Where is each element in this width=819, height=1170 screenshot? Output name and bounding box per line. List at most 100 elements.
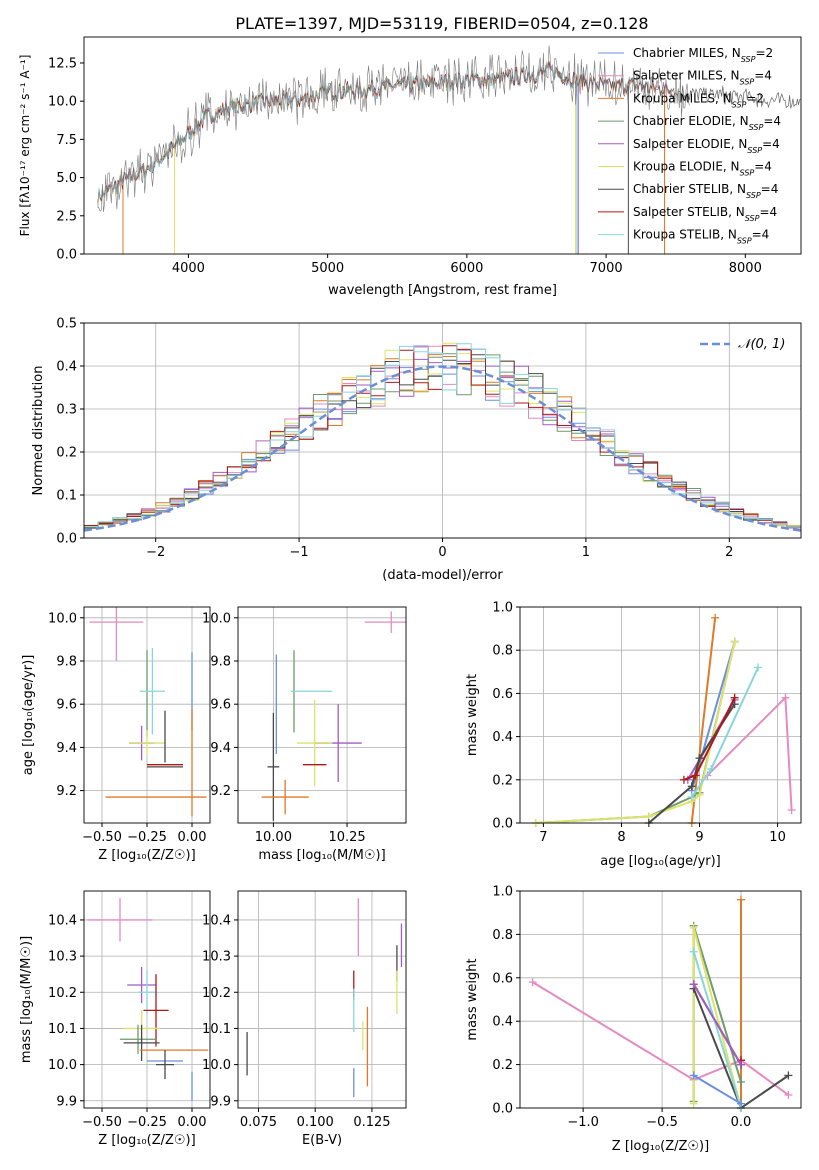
legend-label-sub: SSP — [737, 236, 752, 245]
error-bar-point — [156, 1050, 174, 1080]
y-axis-label: Normed distribution — [31, 366, 46, 496]
plus-marker — [689, 947, 698, 956]
x-axis-label: (data-model)/error — [382, 568, 503, 583]
plus-marker — [528, 978, 537, 987]
plus-marker — [730, 693, 739, 702]
plus-marker — [691, 771, 700, 780]
y-tick-label: 9.6 — [210, 698, 231, 713]
legend-label-sub: SSP — [732, 100, 747, 109]
x-tick-label: −1.0 — [567, 1115, 599, 1130]
legend-label-tail: =4 — [754, 160, 772, 174]
plus-marker — [707, 765, 716, 773]
error-bar-point — [143, 974, 169, 1047]
x-tick-label: 10.25 — [328, 830, 365, 845]
x-tick-label: 0.0 — [731, 1115, 752, 1130]
spectrum-line-kroupa-stelib — [97, 61, 579, 207]
spectrum-line-salpeter-miles — [97, 64, 676, 204]
weight-line-chabrier-miles — [693, 1074, 742, 1105]
x-tick-label: 4000 — [172, 261, 205, 276]
weight-line-salpeter-miles — [706, 695, 793, 811]
gaussian-curve — [84, 365, 801, 532]
y-tick-label: 1.0 — [492, 885, 513, 900]
x-tick-label: 10 — [769, 830, 786, 845]
axes-frame — [237, 606, 407, 824]
legend-label-sub: SSP — [745, 213, 760, 222]
x-axis-label: age [log₁₀(age/yr)] — [600, 854, 721, 869]
mass-vs-extinction-panel: 0.075 0.100 0.125 9.9 10.0 10.1 10.2 10.3 10.4 E(… — [202, 890, 407, 1148]
axes-frame — [83, 606, 211, 824]
x-tick-label: 7 — [539, 830, 547, 845]
y-tick-label: 10.2 — [202, 986, 231, 1001]
x-tick-label: 0.075 — [240, 1115, 277, 1130]
y-tick-label: 0.0 — [56, 248, 77, 263]
y-tick-label: 9.9 — [210, 1094, 231, 1109]
y-tick-label: 9.4 — [56, 741, 77, 756]
spectra — [97, 45, 801, 254]
error-bar-point — [127, 966, 156, 1004]
legend-label: Kroupa MILES, NSSP=2 — [633, 91, 764, 109]
y-tick-label: 9.2 — [56, 784, 77, 799]
y-tick-label: 0.3 — [56, 403, 77, 418]
observed-spectrum-line — [97, 45, 690, 212]
y-tick-label: 12.5 — [48, 56, 77, 71]
plus-marker — [687, 793, 696, 802]
plus-marker — [689, 1099, 698, 1108]
plus-marker — [695, 790, 704, 799]
legend-label-tail: =4 — [763, 114, 781, 128]
plus-marker — [730, 637, 739, 646]
error-bars — [246, 898, 403, 1098]
axes-frame — [83, 890, 211, 1109]
y-tick-label: 0.0 — [492, 817, 513, 832]
x-tick-label: 5000 — [311, 261, 344, 276]
legend-label-tail: =4 — [752, 228, 770, 242]
histograms — [84, 342, 801, 532]
plus-marker — [737, 1060, 746, 1069]
x-tick-label: 8 — [617, 830, 625, 845]
spectrum-line-salpeter-stelib — [97, 61, 579, 203]
x-tick-label: 0.100 — [297, 1115, 334, 1130]
axes-frame — [519, 890, 802, 1109]
spectrum-line-salpeter-elodie — [97, 62, 579, 208]
y-tick-label: 0.0 — [492, 1102, 513, 1117]
y-tick-label: 5.0 — [56, 171, 77, 186]
legend-label: Salpeter STELIB, NSSP=4 — [633, 205, 777, 223]
axes-frame — [237, 890, 407, 1109]
y-axis-label: age [log₁₀(age/yr)] — [21, 655, 36, 776]
axes-frame — [83, 36, 802, 255]
error-bar-point — [129, 730, 165, 757]
legend-label-text: Kroupa MILES, N — [633, 91, 732, 105]
weight-lines — [531, 613, 796, 827]
y-tick-label: 10.0 — [202, 611, 231, 626]
x-tick-label: 7000 — [590, 261, 623, 276]
x-axis-label: Z [log₁₀(Z/Z☉)] — [98, 1133, 195, 1148]
spectrum-line-chabrier-elodie — [97, 62, 579, 206]
legend-label-text: Chabrier STELIB, N — [633, 182, 746, 196]
weight-vs-age-panel: 7 8 9 10 0.0 0.2 0.4 0.6 0.8 1.0 age [log₁₀(age/yr… — [465, 601, 802, 869]
y-tick-label: 10.0 — [48, 1058, 77, 1073]
x-tick-label: 10.00 — [255, 830, 292, 845]
weight-line-salpeter-stelib — [683, 697, 736, 781]
error-bar-point — [261, 779, 309, 815]
y-tick-label: 0.1 — [56, 489, 77, 504]
error-bars — [89, 607, 207, 817]
error-bar-point — [139, 648, 165, 735]
legend-label-tail: =4 — [759, 205, 777, 219]
weight-line-kroupa-miles — [690, 617, 717, 824]
error-bar-point — [87, 898, 153, 942]
y-axis-label: Flux [fλ10⁻¹⁷ erg cm⁻² s⁻¹ A⁻¹] — [18, 55, 32, 237]
y-tick-label: 0.0 — [56, 532, 77, 547]
plus-marker — [737, 1099, 746, 1108]
y-tick-label: 10.1 — [48, 1022, 77, 1037]
y-axis-label: mass [log₁₀(M/M☉)] — [19, 936, 34, 1063]
x-tick-label: −0.50 — [82, 830, 122, 845]
weight-line-kroupa-elodie — [535, 641, 736, 824]
x-tick-label: 2 — [725, 545, 733, 560]
y-axis-label: mass weight — [465, 958, 480, 1040]
legend-label-text: Chabrier ELODIE, N — [633, 114, 749, 128]
error-bar-point — [267, 712, 280, 821]
plus-marker — [695, 754, 704, 763]
legend-label-sub: SSP — [741, 55, 756, 64]
plus-marker — [689, 923, 698, 932]
plus-marker — [689, 1071, 698, 1080]
x-axis-label: Z [log₁₀(Z/Z☉)] — [98, 848, 195, 863]
